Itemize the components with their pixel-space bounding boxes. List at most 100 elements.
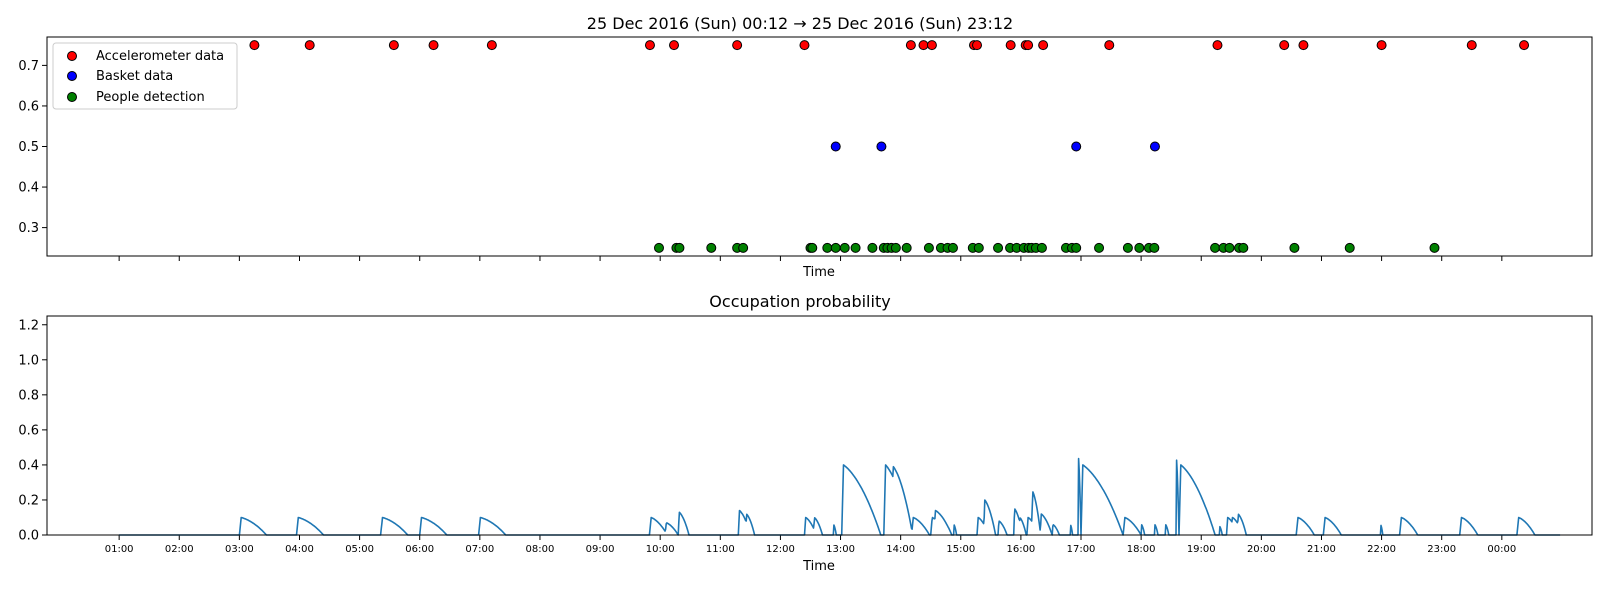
accelerometer-point [905, 40, 916, 51]
accelerometer-point [732, 40, 743, 51]
accelerometer-point [249, 40, 260, 51]
legend-label-basket: Basket data [96, 69, 173, 84]
people-point [653, 242, 664, 253]
y-tick-label: 0.0 [18, 529, 39, 544]
x-tick-label: 13:00 [826, 544, 855, 555]
people-point [839, 242, 850, 253]
people-point [830, 242, 841, 253]
accelerometer-point [1279, 40, 1290, 51]
probability-line [118, 457, 1561, 536]
events-y-axis: 0.3 0.4 0.5 0.6 0.7 [18, 59, 47, 236]
people-point [1036, 242, 1047, 253]
x-tick-label: 00:00 [1487, 544, 1516, 555]
accelerometer-point [304, 40, 315, 51]
accelerometer-point [486, 40, 497, 51]
people-point [947, 242, 958, 253]
accelerometer-point [1038, 40, 1049, 51]
accelerometer-point [1376, 40, 1387, 51]
people-point [1122, 242, 1133, 253]
y-tick-label: 0.3 [18, 221, 39, 236]
people-point [867, 242, 878, 253]
y-tick-label: 0.6 [18, 423, 39, 438]
people-point [1429, 242, 1440, 253]
accelerometer-point [1104, 40, 1115, 51]
people-point [1071, 242, 1082, 253]
people-point [674, 242, 685, 253]
y-tick-label: 0.2 [18, 493, 39, 508]
x-tick-label: 19:00 [1187, 544, 1216, 555]
x-tick-label: 18:00 [1127, 544, 1156, 555]
legend-frame [52, 42, 238, 110]
accelerometer-point [972, 40, 983, 51]
accelerometer-point [1023, 40, 1034, 51]
people-point [738, 242, 749, 253]
people-point [1289, 242, 1300, 253]
x-tick-label: 03:00 [225, 544, 254, 555]
people-point [1344, 242, 1355, 253]
accelerometer-point [1212, 40, 1223, 51]
events-plot-frame [46, 36, 1593, 257]
y-tick-label: 0.4 [18, 458, 39, 473]
people-point [973, 242, 984, 253]
people-point [706, 242, 717, 253]
x-tick-label: 17:00 [1067, 544, 1096, 555]
events-points [249, 40, 1530, 253]
probability-x-axis-label: Time [802, 559, 835, 574]
events-legend: Accelerometer data Basket data People de… [52, 42, 238, 110]
accelerometer-point [799, 40, 810, 51]
x-tick-label: 23:00 [1427, 544, 1456, 555]
x-tick-label: 02:00 [165, 544, 194, 555]
y-tick-label: 0.5 [18, 140, 39, 155]
legend-label-people: People detection [96, 90, 205, 105]
x-tick-label: 08:00 [526, 544, 555, 555]
x-tick-label: 22:00 [1367, 544, 1396, 555]
x-tick-label: 21:00 [1307, 544, 1336, 555]
accelerometer-point [1298, 40, 1309, 51]
probability-plot-frame [46, 315, 1593, 536]
events-chart-title: 25 Dec 2016 (Sun) 00:12 → 25 Dec 2016 (S… [587, 14, 1013, 33]
legend-marker-people [67, 92, 77, 102]
probability-chart-title: Occupation probability [709, 292, 890, 311]
accelerometer-point [428, 40, 439, 51]
people-point [1210, 242, 1221, 253]
y-tick-label: 1.2 [18, 318, 39, 333]
accelerometer-point [918, 40, 929, 51]
accelerometer-point [1005, 40, 1016, 51]
x-tick-label: 04:00 [285, 544, 314, 555]
accelerometer-point [644, 40, 655, 51]
events-x-axis-label: Time [802, 265, 835, 280]
people-point [807, 242, 818, 253]
x-tick-label: 09:00 [586, 544, 615, 555]
probability-x-axis: 01:00 02:00 03:00 04:00 05:00 06:00 07:00 08:00… [105, 535, 1516, 555]
x-tick-label: 01:00 [105, 544, 134, 555]
people-point [1149, 242, 1160, 253]
x-tick-label: 05:00 [345, 544, 374, 555]
legend-label-accelerometer: Accelerometer data [96, 49, 224, 64]
accelerometer-point [669, 40, 680, 51]
people-point [822, 242, 833, 253]
events-x-axis [118, 256, 1503, 261]
x-tick-label: 07:00 [465, 544, 494, 555]
x-tick-label: 12:00 [766, 544, 795, 555]
people-point [890, 242, 901, 253]
legend-marker-basket [67, 71, 77, 81]
people-point [1134, 242, 1145, 253]
y-tick-label: 0.6 [18, 99, 39, 114]
x-tick-label: 11:00 [706, 544, 735, 555]
people-point [901, 242, 912, 253]
x-tick-label: 14:00 [886, 544, 915, 555]
x-tick-label: 20:00 [1247, 544, 1276, 555]
events-chart: 25 Dec 2016 (Sun) 00:12 → 25 Dec 2016 (S… [18, 14, 1593, 280]
y-tick-label: 0.8 [18, 388, 39, 403]
basket-point [830, 141, 841, 152]
people-point [850, 242, 861, 253]
basket-point [1149, 141, 1160, 152]
accelerometer-point [1466, 40, 1477, 51]
y-tick-label: 0.4 [18, 181, 39, 196]
people-point [923, 242, 934, 253]
accelerometer-point [1519, 40, 1530, 51]
people-point [1224, 242, 1235, 253]
basket-point [1071, 141, 1082, 152]
people-point [993, 242, 1004, 253]
